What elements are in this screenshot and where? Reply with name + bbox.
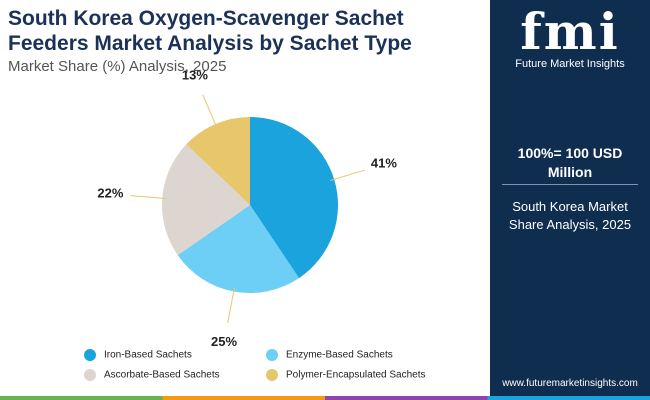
chart-subtitle: Market Share (%) Analysis, 2025: [8, 58, 227, 75]
leader-line: [202, 94, 218, 128]
data-label: 22%: [97, 186, 123, 201]
legend-marker: [84, 369, 96, 381]
legend-marker: [266, 349, 278, 361]
pie-slice: [177, 205, 300, 293]
legend-label: Ascorbate-Based Sachets: [104, 370, 220, 381]
divider: [502, 184, 638, 185]
data-label: 41%: [371, 156, 397, 171]
pie-slice: [250, 117, 339, 279]
pie-slice: [162, 144, 250, 256]
legend-marker: [266, 369, 278, 381]
legend-label: Enzyme-Based Sachets: [286, 350, 393, 361]
legend-label: Iron-Based Sachets: [104, 350, 192, 361]
legend-marker: [84, 349, 96, 361]
pie-slice: [186, 117, 250, 205]
leader-line: [227, 287, 235, 324]
url[interactable]: www.futuremarketinsights.com: [502, 378, 638, 389]
side-panel: fmi Future Market Insights 100%= 100 USD…: [490, 0, 650, 400]
chart-title: South Korea Oxygen-Scavenger Sachet Feed…: [8, 7, 412, 55]
chart: 41% 25% 22% 13% Iron-Based Sachets Enzyme-Bas…: [84, 68, 426, 381]
legend-label: Polymer-Encapsulated Sachets: [286, 370, 426, 381]
leader-line: [130, 195, 167, 199]
bottom-strip: [0, 396, 650, 400]
data-label: 25%: [211, 334, 237, 349]
brand: Future Market Insights: [515, 58, 625, 70]
logo: fmi: [520, 2, 620, 61]
leader-line: [330, 169, 365, 182]
unit-note: 100%= 100 USD Million: [517, 145, 623, 180]
data-label: 13%: [182, 68, 208, 83]
description: South Korea Market Share Analysis, 2025: [508, 199, 632, 232]
